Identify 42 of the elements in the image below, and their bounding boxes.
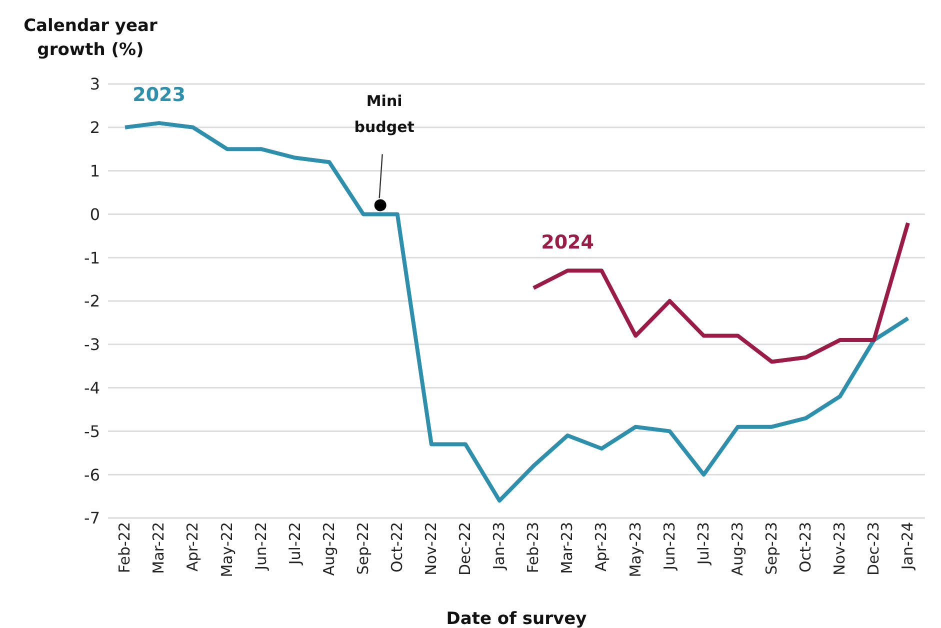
x-tick-label: Sep-22 [354,522,372,575]
y-tick-label: -4 [84,378,100,398]
annotation: Mini budget [354,92,414,136]
x-tick-label: Jun-23 [660,522,678,571]
x-tick-label: Apr-22 [184,522,202,572]
series-label: 2023 [132,84,186,106]
y-tick-label: 0 [90,204,100,224]
x-tick-label: May-22 [218,522,236,578]
x-tick-label: Feb-23 [524,522,542,574]
y-tick-label: -6 [84,465,100,484]
x-tick-label: Dec-22 [456,522,474,576]
series-label: 2024 [541,232,594,254]
y-tick-label: -7 [84,508,100,528]
y-tick-label: -2 [84,292,100,311]
x-tick-label: Apr-23 [592,522,610,572]
y-tick-label: 1 [90,161,100,180]
y-tick-label: 2 [90,118,100,138]
line-series [123,121,910,503]
y-tick-label: -5 [84,422,100,441]
y-tick-label: -1 [84,248,100,268]
y-tick-label: -3 [84,335,100,354]
x-tick-label: Jan-24 [898,522,917,571]
x-tick-label: Aug-23 [728,522,746,576]
x-tick-label: Mar-22 [150,522,168,574]
x-tick-label: May-23 [626,522,644,578]
x-tick-label: Feb-22 [116,522,134,574]
x-tick-label: Mar-23 [558,522,576,574]
x-tick-label: Jul-23 [694,522,712,566]
x-tick-label: Oct-22 [388,522,406,572]
x-tick-label: Nov-23 [830,522,849,576]
y-axis-title: Calendar year growth (%) [22,15,158,62]
x-tick-label: Jan-23 [490,522,508,571]
x-tick-label: Dec-23 [864,522,883,576]
x-tick-label: Aug-22 [320,522,338,576]
x-tick-label: Oct-23 [796,522,815,572]
x-tick-label: Nov-22 [422,522,440,576]
line-series [532,220,910,364]
x-tick-label: Jul-22 [286,522,304,566]
x-axis-title: Date of survey [446,609,587,628]
x-tick-label: Jun-22 [252,522,270,571]
y-tick-label: 3 [90,74,100,94]
x-tick-label: Sep-23 [762,522,780,575]
